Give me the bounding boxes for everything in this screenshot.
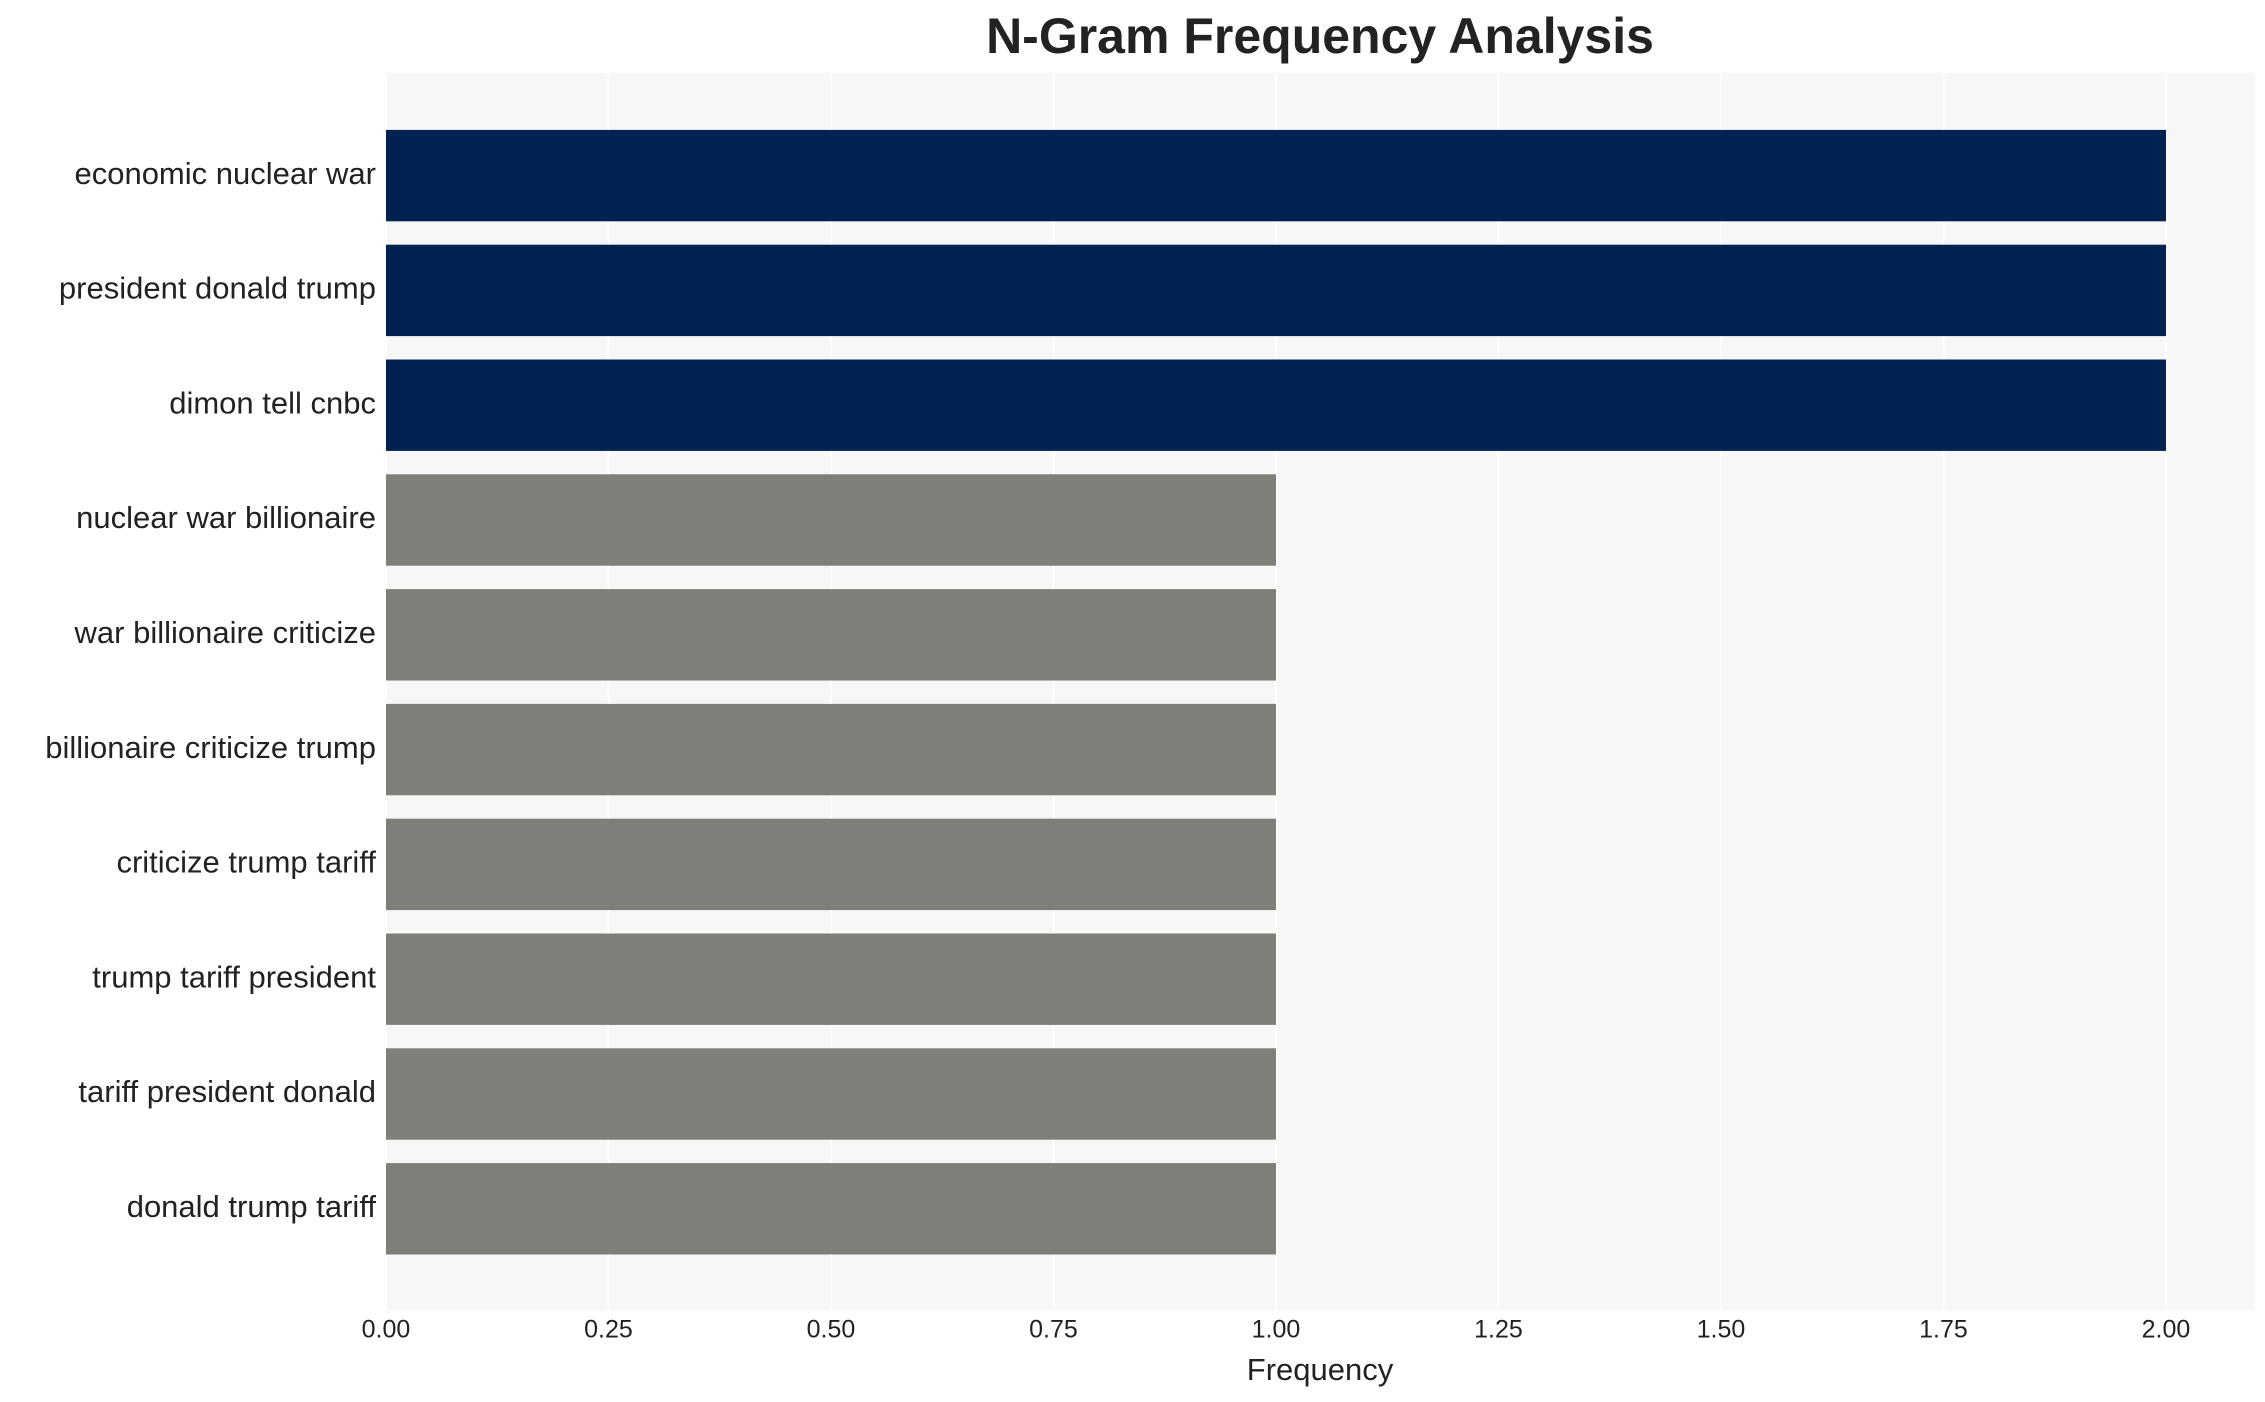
bar (386, 1163, 1276, 1255)
bar (386, 244, 2166, 337)
x-tick-label: 0.50 (807, 1316, 856, 1344)
x-tick-label: 2.00 (2142, 1316, 2191, 1344)
y-tick-label: tariff president donald (78, 1074, 376, 1109)
y-tick-label: criticize trump tariff (116, 845, 376, 880)
x-tick-label: 1.00 (1252, 1316, 1301, 1344)
y-tick-label: economic nuclear war (74, 156, 376, 191)
bar (386, 129, 2166, 222)
chart-title: N-Gram Frequency Analysis (986, 8, 1654, 64)
x-tick-label: 1.50 (1697, 1316, 1746, 1344)
x-tick-label: 1.25 (1474, 1316, 1523, 1344)
bar (386, 703, 1276, 796)
bar (386, 933, 1276, 1025)
y-tick-label: war billionaire criticize (74, 615, 376, 650)
y-tick-label: dimon tell cnbc (169, 385, 376, 420)
x-tick-label: 0.00 (362, 1316, 411, 1344)
y-tick-label: trump tariff president (92, 959, 376, 994)
bar (386, 1048, 1276, 1140)
bar (386, 589, 1276, 681)
bar (386, 818, 1276, 911)
x-tick-label: 0.25 (584, 1316, 633, 1344)
x-axis-label: Frequency (1247, 1352, 1394, 1387)
bar (386, 474, 1276, 566)
x-tick-label: 1.75 (1919, 1316, 1968, 1344)
y-tick-label: nuclear war billionaire (76, 500, 376, 535)
bar (386, 359, 2166, 451)
y-tick-label: president donald trump (59, 271, 376, 306)
x-tick-label: 0.75 (1029, 1316, 1078, 1344)
y-tick-label: billionaire criticize trump (45, 730, 376, 765)
y-tick-label: donald trump tariff (127, 1189, 377, 1224)
